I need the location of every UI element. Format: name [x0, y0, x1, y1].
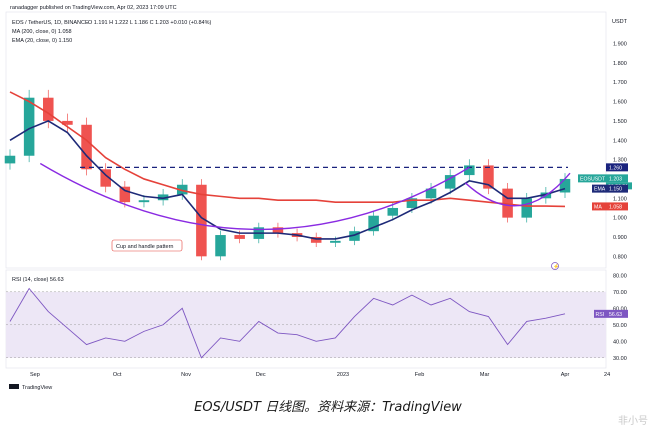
- resistance-tag-value: 1.260: [609, 165, 622, 171]
- rsi-title: RSI (14, close) 56.63: [12, 277, 64, 283]
- ma-tag: [606, 202, 628, 211]
- price-tick-label: 1.700: [613, 80, 627, 86]
- currency-label: USDT: [612, 19, 628, 25]
- candle-body: [100, 169, 111, 187]
- ma-tag-label: MA: [594, 204, 602, 210]
- rsi-value: 56.63: [609, 312, 622, 318]
- price-label: EOSUSDT: [580, 176, 606, 182]
- rsi-value-tag: [606, 309, 628, 318]
- x-axis-label: 2023: [337, 372, 349, 378]
- watermark: 非小号: [618, 416, 648, 427]
- candle-body: [234, 235, 245, 239]
- candle-body: [330, 240, 341, 243]
- price-tick-label: 1.400: [613, 138, 627, 144]
- candle-body: [464, 165, 475, 176]
- candle-body: [62, 120, 73, 125]
- rsi-label: RSI: [596, 312, 605, 318]
- candle-body: [387, 207, 399, 216]
- rsi-tick-label: 40.00: [613, 339, 627, 345]
- price-tag-value: 1.203: [609, 176, 622, 182]
- handle-arc: [464, 172, 571, 207]
- candle-body: [215, 235, 226, 257]
- candle-body: [81, 124, 92, 170]
- candle-body: [176, 184, 188, 195]
- candle-body: [368, 215, 379, 232]
- candle-body: [43, 97, 54, 121]
- annotation-text: Cup and handle pattern: [116, 244, 174, 250]
- ema-legend: EMA (20, close, 0) 1.150: [12, 38, 72, 44]
- lightning-icon[interactable]: [551, 262, 559, 270]
- x-axis-label: Feb: [415, 372, 424, 378]
- price-panel: [5, 11, 607, 269]
- ohlc-line: O 1.191 H 1.222 L 1.186 C 1.203 +0.010 (…: [88, 20, 211, 26]
- price-tick-label: 1.300: [613, 158, 627, 164]
- price-tick-label: 1.500: [613, 119, 627, 125]
- candle-body: [4, 155, 16, 164]
- annotation-box: [111, 239, 183, 252]
- candle-body: [521, 198, 532, 218]
- rsi-tick-label: 50.00: [613, 323, 627, 329]
- candle-body: [196, 184, 207, 257]
- price-tick-label: 1.600: [613, 100, 627, 106]
- ma-tag-value: 1.058: [609, 204, 622, 210]
- price-chart: ranadagger published on TradingView.com,…: [4, 5, 632, 391]
- price-tick-label: 1.000: [613, 216, 627, 222]
- candle-body: [310, 236, 322, 243]
- candle-body: [157, 194, 169, 201]
- tradingview-logo-icon: [9, 384, 19, 389]
- price-tag: [606, 174, 628, 183]
- rsi-tick-label: 80.00: [613, 273, 627, 279]
- x-axis-label: Apr: [561, 372, 570, 378]
- x-axis-label: Dec: [256, 372, 266, 378]
- candle-body: [23, 97, 35, 156]
- ema-tag-label-bg: [592, 184, 606, 193]
- candle-body: [349, 231, 360, 241]
- price-tick-label: 0.800: [613, 254, 627, 260]
- candle-body: [138, 200, 150, 203]
- ma200-line: [9, 91, 566, 208]
- rsi-tick-label: 60.00: [613, 306, 627, 312]
- x-axis-label: Sep: [30, 372, 40, 378]
- ema-tag-value: 1.150: [609, 187, 622, 193]
- symbol-line: EOS / TetherUS, 1D, BINANCE: [12, 20, 89, 26]
- figure-caption: EOS/USDT 日线图。资料来源：TradingView: [194, 400, 462, 415]
- ema-tag: [606, 184, 628, 193]
- candle-body: [272, 227, 284, 234]
- ma-tag-label-bg: [592, 202, 606, 211]
- candle-body: [406, 198, 418, 208]
- publisher-line: ranadagger published on TradingView.com,…: [10, 5, 177, 11]
- x-axis-label: Mar: [480, 372, 490, 378]
- x-axis-label: Nov: [181, 372, 191, 378]
- x-axis-label: 24: [604, 372, 610, 378]
- price-tick-label: 0.900: [613, 235, 627, 241]
- rsi-tick-label: 70.00: [613, 290, 627, 296]
- candle-body: [444, 175, 456, 189]
- cup-arc: [39, 162, 470, 231]
- price-tick-label: 1.900: [613, 42, 627, 48]
- candle-body: [119, 186, 131, 203]
- ma-legend: MA (200, close, 0) 1.058: [12, 29, 72, 35]
- price-tick-label: 1.800: [613, 61, 627, 67]
- resistance-tag: [606, 163, 628, 172]
- tradingview-logo-text: TradingView: [22, 385, 52, 391]
- rsi-label-bg: [594, 309, 606, 318]
- x-axis-label: Oct: [113, 372, 122, 378]
- price-tick-label: 1.100: [613, 196, 627, 202]
- ema-tag-label: EMA: [594, 187, 606, 193]
- rsi-tick-label: 30.00: [613, 356, 627, 362]
- candle-body: [425, 188, 437, 199]
- price-label-bg: [578, 174, 606, 183]
- ema20-line: [9, 120, 566, 240]
- candle-body: [502, 188, 513, 218]
- rsi-line: [9, 287, 566, 359]
- candle-body: [559, 178, 571, 193]
- lightning-glyph: ⚡: [553, 263, 559, 270]
- candle-body: [483, 165, 494, 189]
